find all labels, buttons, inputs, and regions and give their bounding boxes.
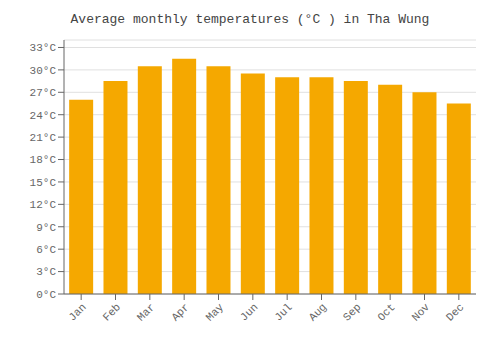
svg-text:33°C: 33°C — [30, 42, 57, 54]
svg-text:Nov: Nov — [410, 301, 433, 324]
html-text:Average monthly temperatures (: Average monthly temperatures (°C ) in Th… — [70, 12, 430, 27]
svg-text:12°C: 12°C — [30, 199, 57, 211]
svg-text:6°C: 6°C — [36, 244, 56, 256]
svg-text:Oct: Oct — [375, 301, 397, 323]
svg-text:Aug: Aug — [307, 301, 329, 323]
svg-text:May: May — [204, 301, 227, 324]
svg-text:30°C: 30°C — [30, 65, 57, 77]
svg-text:15°C: 15°C — [30, 177, 57, 189]
svg-text:Dec: Dec — [444, 301, 466, 323]
svg-text:27°C: 27°C — [30, 87, 57, 99]
svg-text:Mar: Mar — [135, 301, 157, 323]
svg-text:21°C: 21°C — [30, 132, 57, 144]
svg-text:Jan: Jan — [66, 301, 88, 323]
svg-text:9°C: 9°C — [36, 222, 56, 234]
svg-text:Apr: Apr — [169, 301, 191, 323]
svg-text:Jul: Jul — [272, 301, 294, 323]
svg-text:Jun: Jun — [238, 301, 260, 323]
svg-text:24°C: 24°C — [30, 110, 57, 122]
svg-text:Sep: Sep — [341, 301, 363, 323]
svg-text:0°C: 0°C — [36, 289, 56, 301]
svg-text:18°C: 18°C — [30, 154, 57, 166]
svg-text:Feb: Feb — [101, 301, 123, 323]
svg-text:3°C: 3°C — [36, 266, 56, 278]
